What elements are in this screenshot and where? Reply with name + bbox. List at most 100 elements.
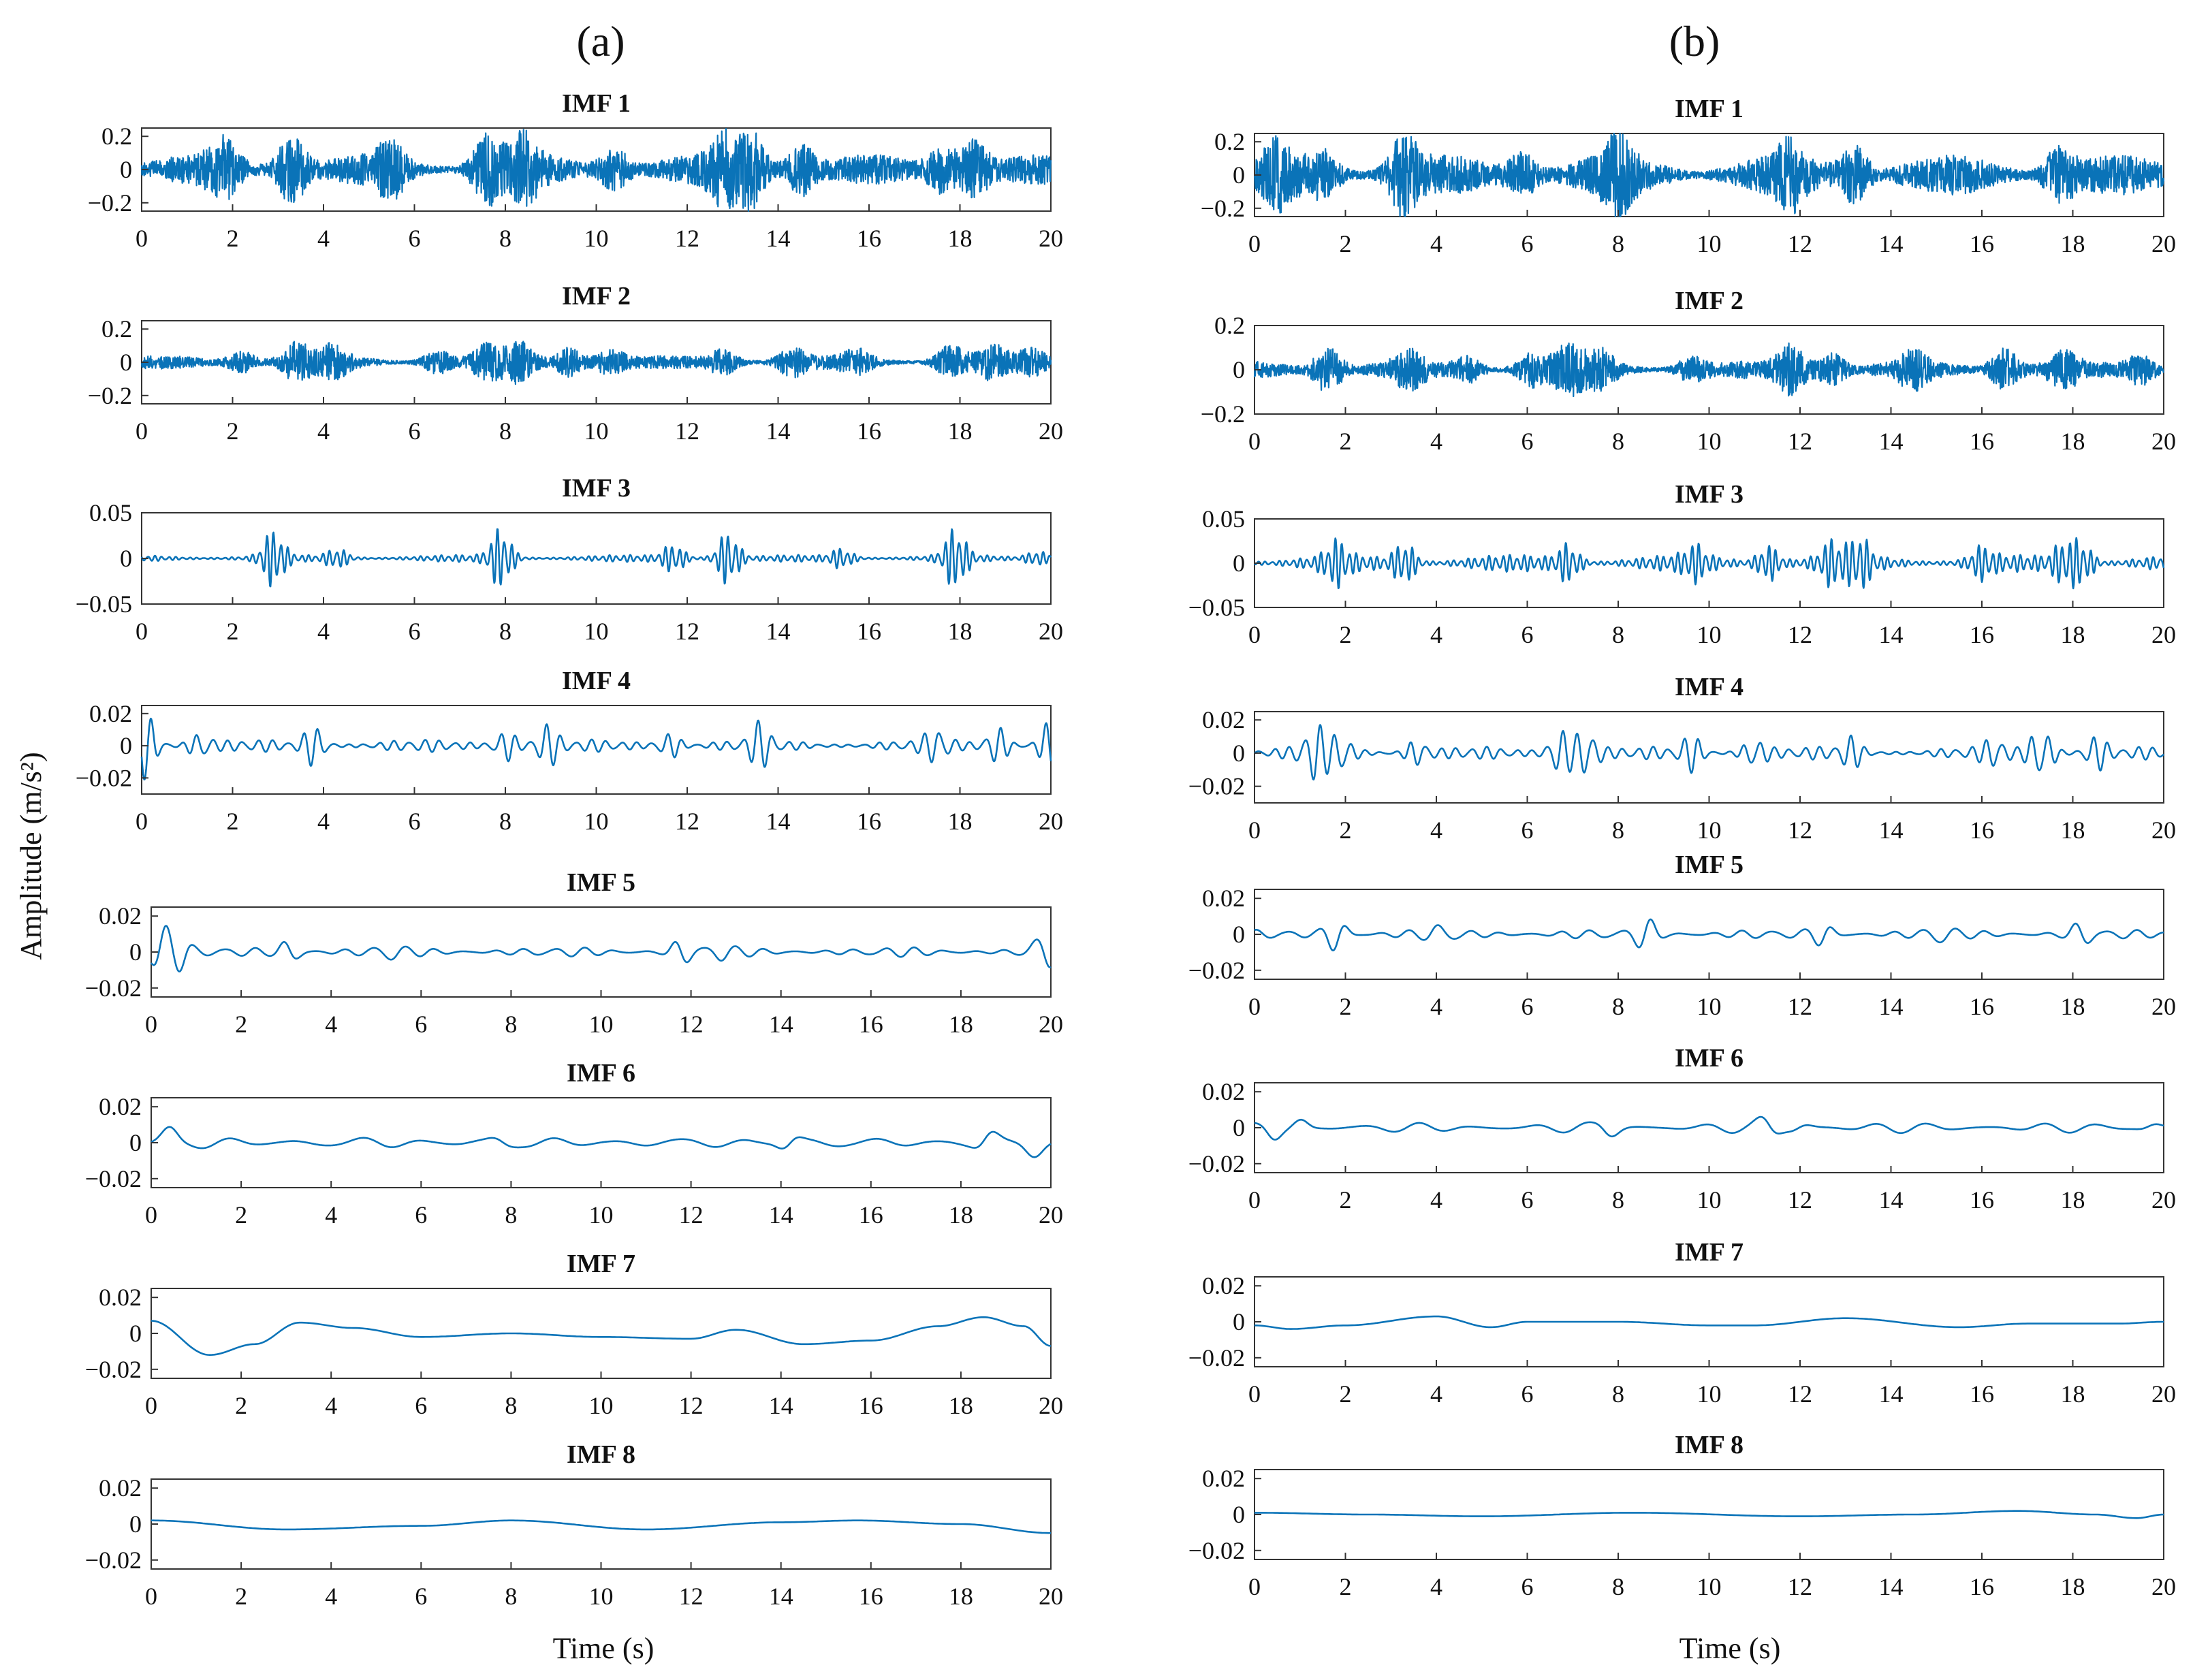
panel-a-imf4-xtick-label: 0 [136,808,148,835]
panel-a-imf5-xtick-label: 12 [679,1011,704,1038]
panel-a-imf6-xtick-label: 0 [145,1201,157,1229]
panel-b-imf4-xtick-label: 20 [2151,817,2176,844]
panel-a-imf7-ytick-label: 0.02 [99,1284,142,1311]
panel-b-imf6-xtick-label: 8 [1612,1186,1624,1214]
panel-a-imf8-xtick-label: 18 [949,1583,973,1610]
panel-b-imf5-ytick-label: 0.02 [1202,885,1245,912]
panel-b-imf8-xtick-label: 16 [1970,1573,1994,1600]
panel-a-imf1-title: IMF 1 [562,89,631,118]
panel-b-imf3-xtick-label: 14 [1879,621,1904,648]
panel-b-imf7-xtick-label: 16 [1970,1380,1994,1408]
panel-b-imf8-xtick-label: 2 [1340,1573,1352,1600]
panel-b-imf4-xtick-label: 4 [1430,817,1442,844]
panel-b-imf6-xtick-label: 0 [1248,1186,1261,1214]
panel-a-imf7-title: IMF 7 [567,1250,635,1278]
panel-a-imf4-ytick-label: 0 [120,732,132,759]
x-axis-label-b: Time (s) [1679,1632,1781,1665]
panel-a-imf3-xtick-label: 14 [766,618,791,645]
panel-b-imf7-xtick-label: 0 [1248,1380,1261,1408]
panel-b-imf6-xtick-label: 10 [1697,1186,1722,1214]
panel-a-imf7-axes-frame [151,1288,1052,1379]
panel-a-imf1-xtick-label: 12 [675,225,699,252]
panel-b-imf4-xtick-label: 18 [2061,817,2085,844]
panel-b-imf4-title: IMF 4 [1675,673,1744,701]
panel-b-imf2-xtick-label: 16 [1970,428,1994,455]
panel-b-imf3-xtick-label: 18 [2061,621,2085,648]
panel-a-imf3-signal-line [140,528,1052,588]
panel-b-imf5-xtick-label: 20 [2151,993,2176,1020]
panel-b-imf8-xtick-label: 0 [1248,1573,1261,1600]
panel-b-imf8-xtick-label: 4 [1430,1573,1442,1600]
panel-a-imf6-xtick-label: 16 [859,1201,883,1229]
panel-a-imf4-xtick-label: 14 [766,808,791,835]
panel-a-imf8-xtick-label: 10 [589,1583,614,1610]
panel-a-imf3-ytick-label: −0.05 [76,590,132,618]
panel-b-imf4-xtick-label: 8 [1612,817,1624,844]
panel-b-imf3-title: IMF 3 [1675,480,1744,509]
panel-b-imf7-xtick-label: 8 [1612,1380,1624,1408]
panel-b-imf2-ytick-label: 0.2 [1214,312,1245,339]
x-axis-label-a: Time (s) [553,1632,654,1665]
panel-b-imf5-xtick-label: 0 [1248,993,1261,1020]
panel-b-imf8-signal-line [1255,1510,2164,1519]
panel-a-imf8-xtick-label: 8 [505,1583,517,1610]
panel-a-imf8-xtick-label: 4 [325,1583,337,1610]
panel-a-imf2-xtick-label: 20 [1039,417,1063,445]
panel-a-imf8-ytick-label: 0 [129,1510,142,1538]
panel-b-imf2-xtick-label: 12 [1788,428,1812,455]
panel-b-imf8-title: IMF 8 [1675,1431,1744,1459]
panel-a-imf5-xtick-label: 8 [505,1011,517,1038]
panel-b-imf3-xtick-label: 4 [1430,621,1442,648]
panel-a-imf3-xtick-label: 20 [1039,618,1063,645]
panel-b-imf8-xtick-label: 8 [1612,1573,1624,1600]
panel-a-imf8-xtick-label: 0 [145,1583,157,1610]
panel-b-imf8-xtick-label: 20 [2151,1573,2176,1600]
panel-b-imf4-xtick-label: 0 [1248,817,1261,844]
panel-b-imf3-axes-frame [1254,518,2164,608]
panel-b-imf2-ytick-label: 0 [1233,356,1245,383]
panel-a-imf2-xtick-label: 18 [948,417,973,445]
panel-b-imf5-xtick-label: 4 [1430,993,1442,1020]
panel-b-imf6-xtick-label: 20 [2151,1186,2176,1214]
panel-b-imf1-xtick-label: 8 [1612,230,1624,257]
panel-a-imf1-xtick-label: 4 [317,225,330,252]
panel-a-imf3-xtick-label: 18 [948,618,973,645]
panel-a-imf8-xtick-label: 20 [1039,1583,1063,1610]
panel-a-imf7-signal-line [151,1316,1052,1356]
panel-b-imf4-xtick-label: 6 [1521,817,1534,844]
panel-b-imf7-xtick-label: 2 [1340,1380,1352,1408]
panel-a-imf1-xtick-label: 16 [857,225,881,252]
panel-b-imf2-subplot: IMF 20 2 4 6 8 10 12 14 16 18 20−0.200.2 [1201,287,2176,455]
panel-b-imf8-ytick-label: −0.02 [1188,1537,1245,1564]
panel-b-imf3-xtick-label: 2 [1340,621,1352,648]
panel-b-imf7-signal-line [1255,1315,2164,1330]
panel-a-imf6-title: IMF 6 [567,1059,635,1088]
panel-a-imf3-xtick-label: 0 [136,618,148,645]
panel-a-imf5-xtick-label: 18 [949,1011,973,1038]
panel-a-imf8-signal-line [151,1519,1051,1534]
panel-a-imf5-title: IMF 5 [567,868,635,897]
panel-a-imf6-xtick-label: 20 [1039,1201,1063,1229]
panel-a-imf7-ytick-label: 0 [129,1320,142,1347]
panel-a-imf2-subplot: IMF 20 2 4 6 8 10 12 14 16 18 20−0.200.2 [88,282,1063,445]
panel-b-imf2-ytick-label: −0.2 [1201,400,1245,428]
panel-b-imf2-xtick-label: 10 [1697,428,1722,455]
panel-b-imf2-xtick-label: 2 [1340,428,1352,455]
panel-b-imf7-ytick-label: 0.02 [1202,1272,1245,1299]
panel-a-imf4-xtick-label: 18 [948,808,973,835]
panel-b-imf1-xtick-label: 10 [1697,230,1722,257]
panel-a-imf1-xtick-label: 20 [1039,225,1063,252]
panel-b-imf5-xtick-label: 10 [1697,993,1722,1020]
panel-a-imf3-xtick-label: 6 [409,618,421,645]
panel-b-imf1-subplot: IMF 10 2 4 6 8 10 12 14 16 18 20−0.200.2 [1201,95,2176,257]
panel-b-imf5-xtick-label: 16 [1970,993,1994,1020]
panel-b-imf3-xtick-label: 16 [1970,621,1994,648]
panel-a-imf3-xtick-label: 2 [227,618,239,645]
panel-a-imf2-xtick-label: 2 [227,417,239,445]
panel-b-imf1-signal-line [1253,132,2165,218]
panel-b-imf1-ytick-label: −0.2 [1201,195,1245,222]
